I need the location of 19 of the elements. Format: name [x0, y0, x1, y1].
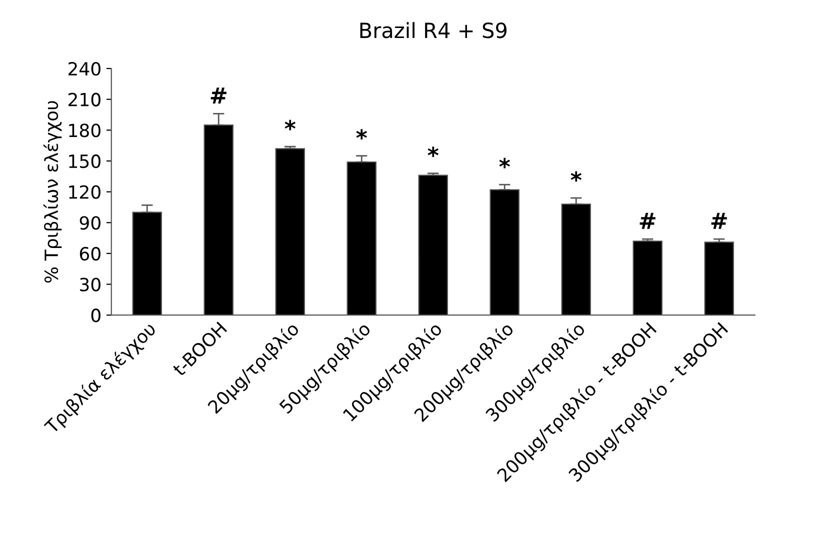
annotation: * [356, 129, 367, 140]
y-tick-label: 240 [68, 62, 100, 76]
annotation: # [210, 88, 226, 104]
y-tick-label: 210 [68, 92, 100, 106]
annotation: * [428, 146, 438, 157]
y-tick-label: 30 [80, 278, 100, 292]
annotation: * [284, 120, 296, 130]
annotation: # [640, 212, 656, 229]
y-tick-label: 90 [80, 216, 100, 230]
y-tick-label: 180 [69, 124, 100, 138]
y-tick-label: 150 [69, 154, 100, 168]
y-axis-title: % Τριβλίων ελέγχου [43, 101, 62, 283]
chart-title: Brazil R4 + S9 [360, 22, 506, 38]
annotation: * [499, 158, 510, 168]
y-tick-label: 120 [69, 185, 100, 199]
annotation: # [711, 212, 727, 229]
y-tick-label: 0 [91, 308, 100, 322]
y-tick-label: 60 [80, 246, 100, 261]
annotation: * [570, 171, 582, 182]
